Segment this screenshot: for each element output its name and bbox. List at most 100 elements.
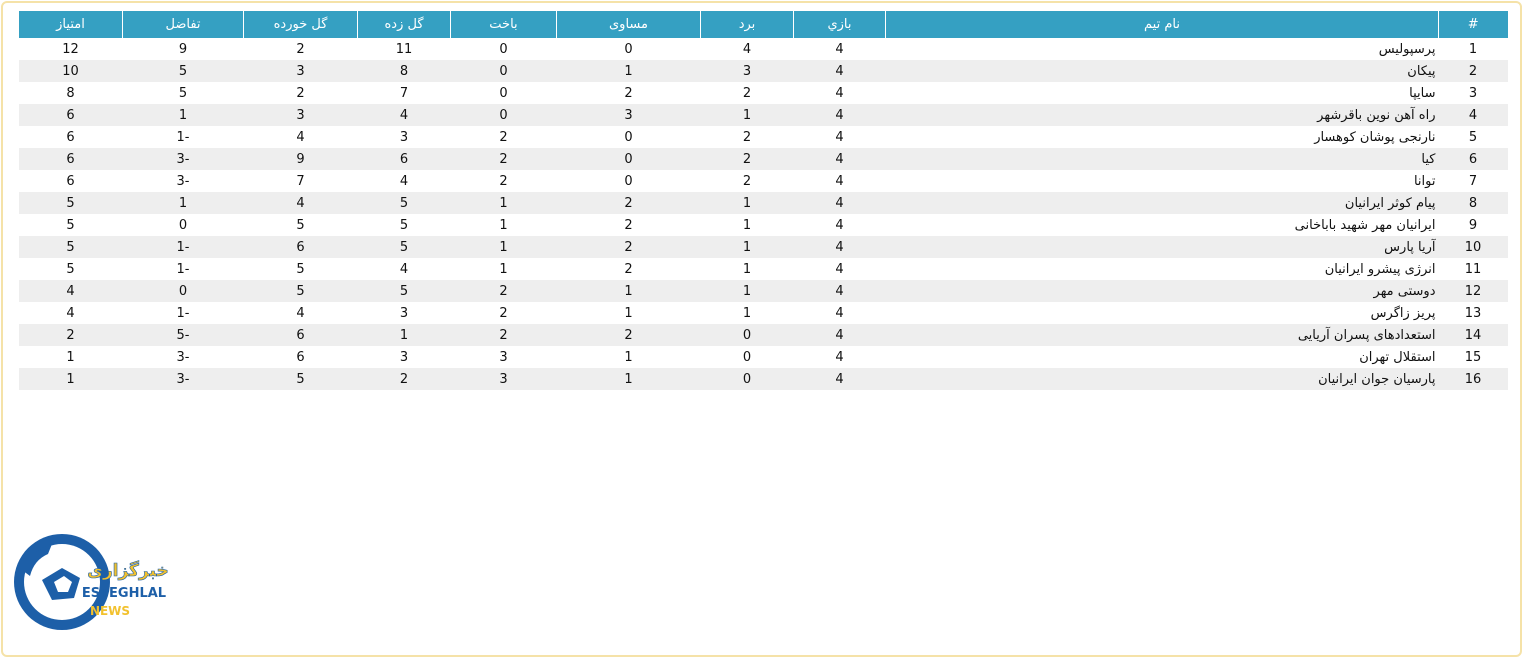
team-name: دوستی مهر bbox=[885, 280, 1439, 302]
cell: 0 bbox=[450, 38, 557, 60]
cell: 0 bbox=[556, 148, 701, 170]
team-name: پیام کوثر ایرانیان bbox=[885, 192, 1439, 214]
cell: 4 bbox=[357, 258, 451, 280]
cell: 5 bbox=[18, 214, 123, 236]
cell: 4 bbox=[700, 38, 794, 60]
logo: خبرگزاری ESTEGHLAL NEWS bbox=[14, 534, 169, 630]
cell: 4 bbox=[793, 104, 886, 126]
cell: 9 bbox=[122, 38, 244, 60]
team-name: سایپا bbox=[885, 82, 1439, 104]
cell: 5 bbox=[122, 82, 244, 104]
header-cell: برد bbox=[700, 11, 794, 38]
cell: 3 bbox=[357, 346, 451, 368]
cell: 1 bbox=[1438, 38, 1508, 60]
cell: 6 bbox=[18, 126, 123, 148]
cell: 5 bbox=[243, 280, 358, 302]
cell: 4 bbox=[793, 38, 886, 60]
cell: 5 bbox=[243, 368, 358, 390]
cell: -3 bbox=[122, 148, 244, 170]
standings-table: # نام تیم بازي برد مساوی باخت گل زده گل خورده تف… bbox=[18, 11, 1508, 390]
cell: -1 bbox=[122, 126, 244, 148]
logo-name: ESTEGHLAL bbox=[82, 586, 166, 601]
cell: 4 bbox=[357, 170, 451, 192]
cell: 6 bbox=[18, 170, 123, 192]
cell: 6 bbox=[243, 346, 358, 368]
team-name: ایرانیان مهر شهید باباخانی bbox=[885, 214, 1439, 236]
cell: 4 bbox=[793, 170, 886, 192]
cell: 1 bbox=[122, 104, 244, 126]
team-name: توانا bbox=[885, 170, 1439, 192]
cell: -1 bbox=[122, 258, 244, 280]
cell: 3 bbox=[450, 346, 557, 368]
cell: -5 bbox=[122, 324, 244, 346]
cell: 16 bbox=[1438, 368, 1508, 390]
cell: 7 bbox=[357, 82, 451, 104]
cell: 0 bbox=[122, 214, 244, 236]
cell: 4 bbox=[793, 148, 886, 170]
cell: 5 bbox=[18, 258, 123, 280]
header-cell: بازي bbox=[793, 11, 886, 38]
cell: 4 bbox=[1438, 104, 1508, 126]
cell: 5 bbox=[357, 280, 451, 302]
team-name: استعدادهای پسران آریایی bbox=[885, 324, 1439, 346]
cell: 4 bbox=[793, 126, 886, 148]
cell: 4 bbox=[793, 302, 886, 324]
cell: 2 bbox=[700, 170, 794, 192]
cell: 2 bbox=[450, 126, 557, 148]
cell: 6 bbox=[18, 104, 123, 126]
cell: 2 bbox=[450, 302, 557, 324]
table-row: 14 استعدادهای پسران آریایی 4 0 2 2 1 6 -5 2 bbox=[18, 324, 1508, 346]
cell: 1 bbox=[700, 236, 794, 258]
cell: 0 bbox=[556, 170, 701, 192]
cell: 4 bbox=[793, 214, 886, 236]
cell: 4 bbox=[793, 192, 886, 214]
cell: 5 bbox=[18, 192, 123, 214]
cell: 5 bbox=[18, 236, 123, 258]
cell: 1 bbox=[450, 214, 557, 236]
cell: 8 bbox=[18, 82, 123, 104]
cell: 1 bbox=[18, 346, 123, 368]
table-row: 6 کیا 4 2 0 2 6 9 -3 6 bbox=[18, 148, 1508, 170]
cell: 15 bbox=[1438, 346, 1508, 368]
cell: 3 bbox=[243, 60, 358, 82]
cell: 6 bbox=[243, 236, 358, 258]
team-name: استقلال تهران bbox=[885, 346, 1439, 368]
table-row: 9 ایرانیان مهر شهید باباخانی 4 1 2 1 5 5 0 5 bbox=[18, 214, 1508, 236]
cell: 11 bbox=[357, 38, 451, 60]
table-row: 12 دوستی مهر 4 1 1 2 5 5 0 4 bbox=[18, 280, 1508, 302]
header-cell: گل زده bbox=[357, 11, 451, 38]
table-row: 3 سایپا 4 2 2 0 7 2 5 8 bbox=[18, 82, 1508, 104]
cell: 1 bbox=[556, 346, 701, 368]
cell: 2 bbox=[243, 82, 358, 104]
cell: 2 bbox=[556, 236, 701, 258]
cell: 9 bbox=[243, 148, 358, 170]
cell: 5 bbox=[243, 214, 358, 236]
table-row: 4 راه آهن نوین باقرشهر 4 1 3 0 4 3 1 6 bbox=[18, 104, 1508, 126]
cell: 3 bbox=[243, 104, 358, 126]
cell: 1 bbox=[556, 368, 701, 390]
cell: 5 bbox=[122, 60, 244, 82]
cell: 0 bbox=[450, 104, 557, 126]
cell: 4 bbox=[243, 302, 358, 324]
cell: 4 bbox=[793, 236, 886, 258]
table-row: 1 پرسپولیس 4 4 0 0 11 2 9 12 bbox=[18, 38, 1508, 60]
table-row: 10 آریا پارس 4 1 2 1 5 6 -1 5 bbox=[18, 236, 1508, 258]
cell: 5 bbox=[357, 236, 451, 258]
cell: -3 bbox=[122, 170, 244, 192]
cell: 4 bbox=[793, 60, 886, 82]
logo-panel-inner bbox=[54, 576, 72, 592]
table-row: 7 توانا 4 2 0 2 4 7 -3 6 bbox=[18, 170, 1508, 192]
cell: 0 bbox=[122, 280, 244, 302]
cell: 4 bbox=[357, 104, 451, 126]
cell: 3 bbox=[1438, 82, 1508, 104]
header-cell: مساوی bbox=[556, 11, 701, 38]
cell: 1 bbox=[700, 302, 794, 324]
cell: 5 bbox=[1438, 126, 1508, 148]
header-cell: نام تیم bbox=[885, 11, 1439, 38]
cell: 0 bbox=[700, 324, 794, 346]
cell: 1 bbox=[122, 192, 244, 214]
table-row: 15 استقلال تهران 4 0 1 3 3 6 -3 1 bbox=[18, 346, 1508, 368]
cell: 1 bbox=[450, 258, 557, 280]
table-row: 8 پیام کوثر ایرانیان 4 1 2 1 5 4 1 5 bbox=[18, 192, 1508, 214]
